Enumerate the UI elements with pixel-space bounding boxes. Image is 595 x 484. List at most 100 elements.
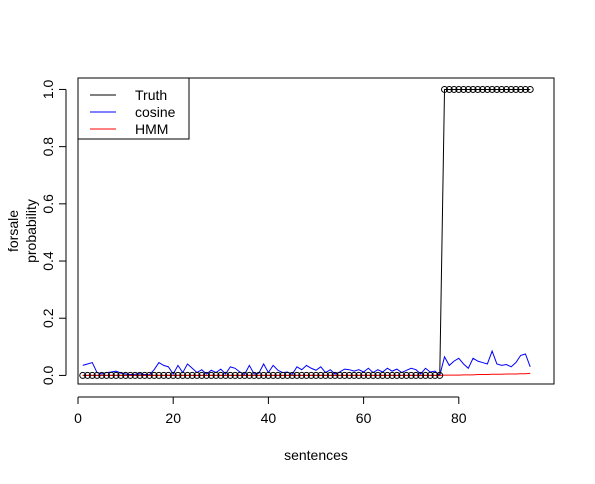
x-tick-label: 20 xyxy=(165,410,181,426)
truth-point xyxy=(312,371,320,379)
truth-point xyxy=(136,371,144,379)
truth-point xyxy=(174,371,182,379)
y-axis-label-line-2: probability xyxy=(23,199,39,263)
truth-point xyxy=(288,371,296,379)
truth-point xyxy=(241,371,249,379)
truth-point xyxy=(141,371,149,379)
truth-point xyxy=(393,371,401,379)
truth-point xyxy=(526,85,534,93)
truth-point xyxy=(517,85,525,93)
truth-point xyxy=(231,371,239,379)
legend-label-truth: Truth xyxy=(135,87,167,103)
truth-point xyxy=(383,371,391,379)
truth-point xyxy=(283,371,291,379)
truth-point xyxy=(203,371,211,379)
truth-point xyxy=(298,371,306,379)
truth-point xyxy=(217,371,225,379)
truth-point xyxy=(364,371,372,379)
truth-point xyxy=(322,371,330,379)
truth-point xyxy=(388,371,396,379)
y-tick-label: 0.8 xyxy=(40,137,56,157)
truth-point xyxy=(450,85,458,93)
x-tick-label: 40 xyxy=(261,410,277,426)
truth-point xyxy=(179,371,187,379)
truth-point xyxy=(479,85,487,93)
truth-point xyxy=(374,371,382,379)
truth-point xyxy=(269,371,277,379)
truth-point xyxy=(107,371,115,379)
truth-point xyxy=(460,85,468,93)
truth-point xyxy=(474,85,482,93)
truth-point xyxy=(512,85,520,93)
truth-point xyxy=(245,371,253,379)
truth-point xyxy=(274,371,282,379)
truth-point xyxy=(521,85,529,93)
truth-point xyxy=(331,371,339,379)
truth-point xyxy=(98,371,106,379)
truth-point xyxy=(317,371,325,379)
truth-point xyxy=(93,371,101,379)
truth-point xyxy=(279,371,287,379)
truth-point xyxy=(431,371,439,379)
legend: Truth cosine HMM xyxy=(77,77,190,140)
truth-point xyxy=(441,85,449,93)
truth-point xyxy=(369,371,377,379)
truth-point xyxy=(79,371,87,379)
y-tick-label: 0.0 xyxy=(40,365,56,385)
truth-point xyxy=(250,371,258,379)
truth-point xyxy=(207,371,215,379)
truth-point xyxy=(188,371,196,379)
series-layer xyxy=(79,85,534,379)
truth-point xyxy=(145,371,153,379)
truth-point xyxy=(379,371,387,379)
truth-point xyxy=(260,371,268,379)
truth-point xyxy=(464,85,472,93)
truth-point xyxy=(421,371,429,379)
truth-point xyxy=(502,85,510,93)
truth-point xyxy=(155,371,163,379)
truth-point xyxy=(164,371,172,379)
y-tick-label: 0.2 xyxy=(40,308,56,328)
truth-point xyxy=(264,371,272,379)
truth-point xyxy=(126,371,134,379)
truth-point xyxy=(131,371,139,379)
legend-label-hmm: HMM xyxy=(135,121,168,137)
truth-point xyxy=(302,371,310,379)
y-axis-label-line-1: forsale xyxy=(5,210,21,252)
truth-point xyxy=(160,371,168,379)
truth-point xyxy=(112,371,120,379)
x-axis: 0 20 40 60 80 xyxy=(74,396,467,426)
truth-point xyxy=(488,85,496,93)
truth-point xyxy=(117,371,125,379)
truth-point xyxy=(345,371,353,379)
x-tick-label: 60 xyxy=(356,410,372,426)
truth-point xyxy=(122,371,130,379)
truth-point xyxy=(193,371,201,379)
x-tick-label: 80 xyxy=(451,410,467,426)
truth-point xyxy=(402,371,410,379)
y-tick-label: 0.4 xyxy=(40,251,56,271)
truth-point xyxy=(455,85,463,93)
truth-point xyxy=(493,85,501,93)
truth-point xyxy=(341,371,349,379)
truth-point xyxy=(483,85,491,93)
truth-point xyxy=(498,85,506,93)
truth-point xyxy=(507,85,515,93)
truth-point xyxy=(398,371,406,379)
truth-point xyxy=(255,371,263,379)
truth-point xyxy=(150,371,158,379)
truth-point xyxy=(198,371,206,379)
truth-point xyxy=(293,371,301,379)
truth-point xyxy=(360,371,368,379)
truth-point xyxy=(183,371,191,379)
truth-point xyxy=(169,371,177,379)
plot-area-border xyxy=(77,77,555,385)
x-axis-label: sentences xyxy=(284,447,348,463)
truth-point xyxy=(84,371,92,379)
truth-point xyxy=(226,371,234,379)
truth-point xyxy=(355,371,363,379)
truth-point xyxy=(222,371,230,379)
truth-point xyxy=(236,371,244,379)
truth-point xyxy=(407,371,415,379)
